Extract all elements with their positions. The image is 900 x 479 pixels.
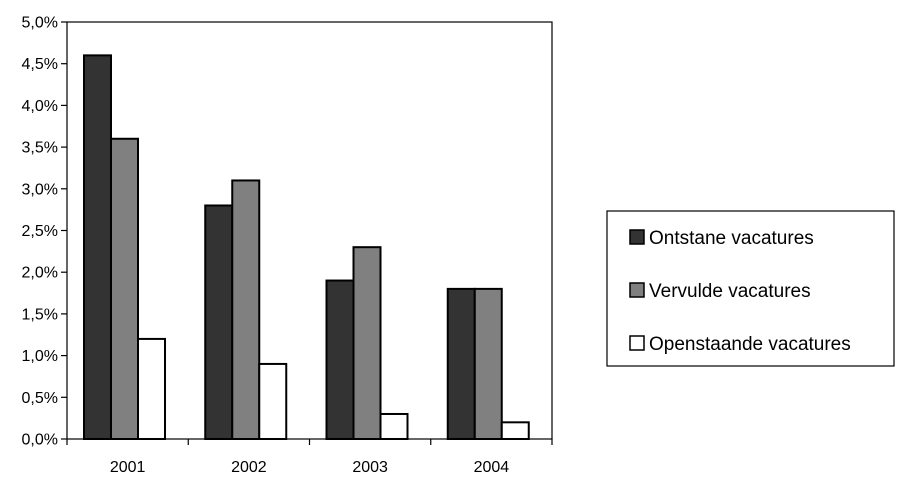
y-tick-label: 0,0% (22, 432, 58, 449)
x-tick-label: 2002 (231, 459, 267, 476)
bars (83, 54, 530, 441)
bar (352, 246, 382, 440)
bar (500, 421, 530, 441)
y-tick-label: 3,5% (22, 140, 58, 157)
bar (231, 179, 261, 441)
legend-swatch (629, 229, 645, 245)
y-tick-label: 2,5% (22, 223, 58, 240)
y-axis: 0,0% 0,5% 1,0% 1,5% 2,0% 2,5% 3,0% 3,5% 4,0% 4,5%… (22, 15, 67, 449)
bar (110, 137, 139, 440)
bar (446, 287, 476, 440)
legend-swatch (629, 335, 645, 351)
y-tick-label: 3,0% (22, 181, 58, 198)
y-tick-label: 4,0% (22, 98, 58, 115)
bar (473, 287, 503, 440)
x-tick-label: 2001 (110, 459, 146, 476)
legend: Ontstane vacatures Vervulde vacatures Open… (606, 210, 895, 367)
x-axis: 2001 2002 2003 2004 (66, 439, 553, 476)
bar (204, 204, 234, 440)
legend-label: Openstaande vacatures (649, 334, 851, 355)
legend-box (606, 210, 895, 367)
bar (137, 337, 166, 441)
legend-swatch (629, 282, 645, 298)
y-tick-label: 1,0% (22, 348, 58, 365)
legend-label: Ontstane vacatures (649, 228, 814, 249)
x-tick-label: 2003 (352, 459, 388, 476)
y-tick-label: 0,5% (22, 390, 58, 407)
x-tick-label: 2004 (474, 459, 510, 476)
y-tick-label: 4,5% (22, 56, 58, 73)
y-tick-label: 5,0% (22, 15, 58, 32)
bar (83, 54, 112, 441)
y-tick-label: 2,0% (22, 265, 58, 282)
bar (258, 362, 288, 440)
y-tick-label: 1,5% (22, 306, 58, 323)
legend-label: Vervulde vacatures (649, 281, 811, 302)
bar (325, 279, 355, 441)
bar (379, 412, 409, 441)
